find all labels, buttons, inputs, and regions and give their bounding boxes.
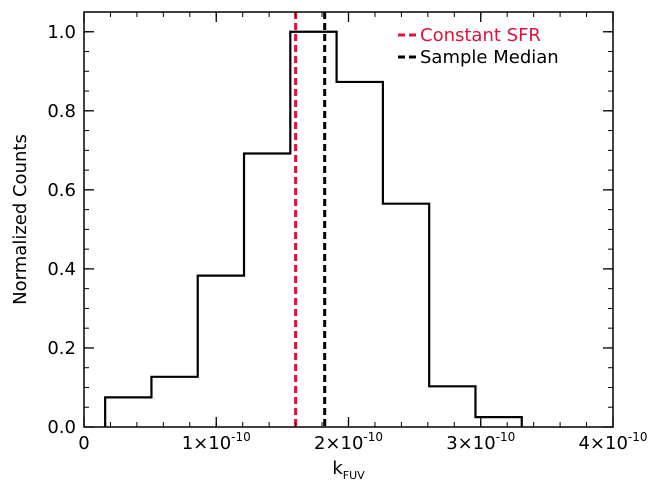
histogram-bar — [429, 386, 475, 427]
x-tick-label: 1×10-10 — [182, 430, 251, 454]
y-axis-label: Normalized Counts — [10, 134, 31, 305]
y-tick-label: 0.8 — [47, 101, 76, 122]
y-tick-label: 0.0 — [47, 417, 76, 438]
histogram-bar — [290, 32, 336, 427]
histogram-bar — [105, 397, 151, 427]
x-tick-label: 2×10-10 — [314, 430, 383, 454]
x-tick-label: 4×10-10 — [578, 430, 647, 454]
x-axis-label: kFUV — [332, 458, 365, 482]
histogram-bar — [475, 417, 521, 427]
histogram-bar — [337, 82, 383, 427]
x-tick-label: 0 — [78, 433, 89, 454]
y-tick-label: 0.2 — [47, 338, 76, 359]
histogram-bar — [383, 204, 429, 427]
histogram-outline — [104, 30, 523, 427]
y-tick-label: 0.6 — [47, 180, 76, 201]
histogram-bar — [198, 276, 244, 427]
y-tick-label: 1.0 — [47, 22, 76, 43]
legend-label: Constant SFR — [420, 25, 541, 46]
legend-label: Sample Median — [420, 47, 559, 68]
x-tick-label: 3×10-10 — [446, 430, 515, 454]
histogram-bar — [244, 153, 290, 427]
histogram-bar — [151, 377, 197, 427]
y-tick-label: 0.4 — [47, 259, 76, 280]
